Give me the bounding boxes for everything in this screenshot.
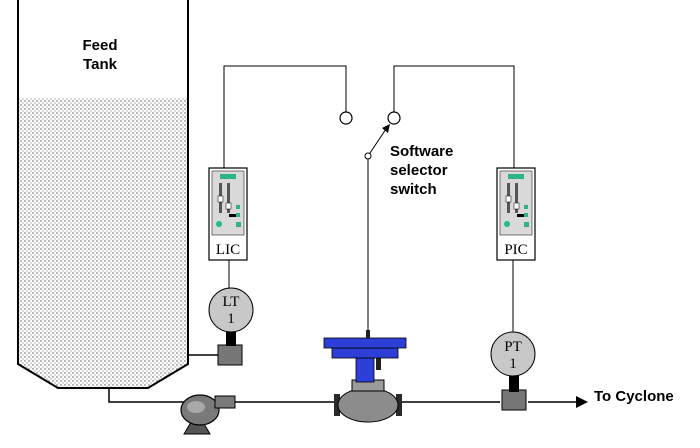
pic-to-switch-line (393, 65, 515, 168)
switch-label-line2: selector (390, 162, 448, 179)
valve-flange-left (334, 394, 340, 416)
valve-yoke (355, 357, 375, 383)
pic-display (508, 174, 524, 179)
process-piping (108, 388, 576, 403)
level-transmitter: LT 1 (188, 287, 254, 366)
pt-tag: PT (504, 339, 522, 355)
pt-block (501, 389, 527, 411)
switch-contact-pic (387, 111, 401, 125)
selector-switch: Software selector switch (339, 111, 453, 198)
switch-pivot (364, 152, 372, 160)
switch-label-line3: switch (390, 181, 437, 198)
tank-title-line1: Feed (82, 37, 117, 54)
pressure-transmitter: PT 1 (490, 331, 536, 411)
lic-label: LIC (216, 242, 240, 258)
pump-icon (180, 394, 236, 435)
feed-tank: Feed Tank (17, 0, 189, 389)
lt-tag: LT (223, 294, 240, 310)
lt-bubble (208, 287, 254, 333)
switch-label-line1: Software (390, 143, 453, 160)
pt-number: 1 (509, 356, 517, 372)
pt-stem (509, 370, 519, 392)
valve-positioner (376, 356, 381, 370)
actuator-diaphragm-bottom (331, 347, 399, 359)
lt-block (217, 344, 243, 366)
lic-to-switch-line (223, 65, 347, 168)
tank-outlet-pipe (108, 388, 184, 403)
control-valve (323, 330, 407, 423)
flow-arrow-icon (576, 396, 588, 408)
outlet-label: To Cyclone (594, 388, 674, 405)
lic-controller: LIC (208, 167, 248, 261)
switch-contact-lic (339, 111, 353, 125)
valve-body-icon (337, 387, 399, 423)
pic-label: PIC (504, 242, 527, 258)
lic-display (220, 174, 236, 179)
switch-arm (367, 128, 387, 157)
tank-title-line2: Tank (83, 56, 118, 73)
slurry-level (18, 98, 188, 388)
actuator-stem-top (366, 330, 370, 338)
valve-flange-right (396, 394, 402, 416)
lt-number: 1 (227, 311, 235, 327)
pic-controller: PIC (496, 167, 536, 261)
lt-stem (226, 328, 236, 346)
tank-wall (17, 0, 189, 389)
switch-arrow-icon (382, 124, 390, 133)
actuator-diaphragm-top (323, 337, 407, 349)
signal-lines (223, 65, 515, 332)
